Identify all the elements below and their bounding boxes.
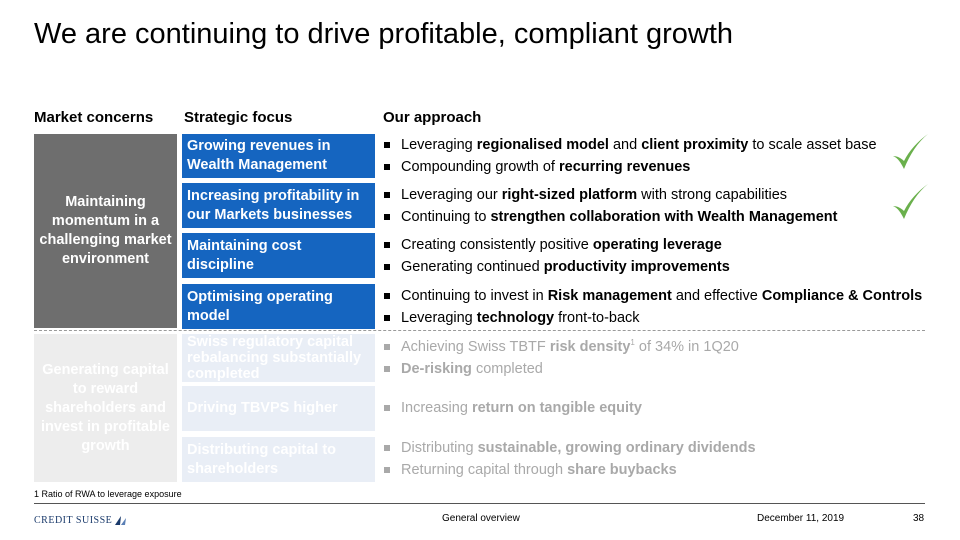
bullet-bold-text: regionalised model [476,137,609,153]
approach-bullet: Leveraging our right-sized platform with… [383,184,943,206]
page-title: We are continuing to drive profitable, c… [34,18,734,50]
bullet-bold-text: right-sized platform [501,187,638,203]
bullet-bold-text: risk density [549,339,631,355]
approach-list-6: Distributing sustainable, growing ordina… [383,437,943,481]
bullet-text: to scale asset base [748,137,877,153]
bullet-bold-text: operating leverage [592,237,722,253]
approach-bullet: Achieving Swiss TBTF risk density1 of 34… [383,336,943,358]
section-divider [34,330,925,331]
bullet-text: Continuing to [401,209,491,225]
bullet-square-icon [384,366,390,372]
bullet-text: Leveraging our [401,187,502,203]
bullet-square-icon [384,344,390,350]
bullet-square-icon [384,214,390,220]
sails-icon [115,516,127,525]
bullet-bold-text: client proximity [641,137,749,153]
checkmark-icon [893,184,928,219]
bullet-square-icon [384,405,390,411]
approach-bullet: Distributing sustainable, growing ordina… [383,437,943,459]
bullet-text: Returning capital through [401,462,568,478]
bullet-bold-text: Compliance & Controls [761,288,923,304]
bullet-text: Creating consistently positive [401,237,593,253]
bullet-text: and effective [671,288,762,304]
bullet-bold-text: sustainable, growing ordinary dividends [477,440,756,456]
bullet-square-icon [384,264,390,270]
bullet-square-icon [384,467,390,473]
bullet-square-icon [384,242,390,248]
approach-bullet: Creating consistently positive operating… [383,234,943,256]
focus-box-distributing-capital: Distributing capital to shareholders [182,437,375,482]
bullet-bold-text: De-risking [401,361,472,377]
bullet-text: and [608,137,642,153]
bullet-bold-text: strengthen collaboration with Wealth Man… [490,209,838,225]
page-number: 38 [913,513,925,524]
bullet-bold-text: return on tangible equity [471,400,642,416]
footnote: 1 Ratio of RWA to leverage exposure [34,489,182,499]
approach-list-0: Leveraging regionalised model and client… [383,134,943,178]
focus-box-swiss-capital: Swiss regulatory capital rebalancing sub… [182,334,375,382]
approach-list-3: Continuing to invest in Risk management … [383,285,943,329]
bullet-square-icon [384,142,390,148]
focus-box-operating-model: Optimising operating model [182,284,375,329]
approach-list-5: Increasing return on tangible equity [383,397,943,419]
credit-suisse-logo: CREDIT SUISSE [34,512,128,528]
approach-list-1: Leveraging our right-sized platform with… [383,184,943,228]
bullet-text: of 34% in 1Q20 [634,339,739,355]
bullet-text: Continuing to invest in [401,288,548,304]
bullet-square-icon [384,293,390,299]
bullet-square-icon [384,164,390,170]
focus-box-markets-profitability: Increasing profitability in our Markets … [182,183,375,228]
approach-bullet: Compounding growth of recurring revenues [383,156,943,178]
bullet-bold-text: productivity improvements [543,259,730,275]
focus-box-tbvps: Driving TBVPS higher [182,386,375,431]
bullet-text: Distributing [401,440,478,456]
footnote-marker: 1 [630,338,635,347]
bullet-text: Increasing [401,400,472,416]
logo-text: CREDIT SUISSE [34,514,113,526]
footer-date: December 11, 2019 [757,513,845,524]
bullet-text: Leveraging [401,310,477,326]
approach-bullet: De-risking completed [383,358,943,380]
header-our-approach: Our approach [383,109,482,126]
bullet-bold-text: share buybacks [567,462,677,478]
bullet-bold-text: Risk management [547,288,672,304]
concern-generating-capital: Generating capital to reward shareholder… [34,334,177,482]
bullet-square-icon [384,192,390,198]
header-strategic-focus: Strategic focus [184,109,293,126]
bullet-bold-text: technology [476,310,555,326]
bullet-text: with strong capabilities [637,187,788,203]
bullet-bold-text: recurring revenues [559,159,691,175]
approach-bullet: Continuing to strengthen collaboration w… [383,206,943,228]
footer-section-name: General overview [442,513,520,524]
focus-box-wealth-revenues: Growing revenues in Wealth Management [182,134,375,178]
bullet-square-icon [384,445,390,451]
bullet-text: Leveraging [401,137,477,153]
approach-bullet: Generating continued productivity improv… [383,256,943,278]
footer-divider [34,503,925,504]
approach-list-4: Achieving Swiss TBTF risk density1 of 34… [383,336,943,380]
header-market-concerns: Market concerns [34,109,154,126]
approach-bullet: Continuing to invest in Risk management … [383,285,943,307]
bullet-text: Achieving Swiss TBTF [401,339,550,355]
approach-list-2: Creating consistently positive operating… [383,234,943,278]
approach-bullet: Leveraging technology front-to-back [383,307,943,329]
bullet-text: front-to-back [554,310,640,326]
bullet-text: completed [471,361,543,377]
checkmark-icon [893,134,928,169]
focus-box-cost-discipline: Maintaining cost discipline [182,233,375,278]
bullet-text: Compounding growth of [401,159,559,175]
bullet-square-icon [384,315,390,321]
approach-bullet: Increasing return on tangible equity [383,397,943,419]
concern-maintaining-momentum: Maintaining momentum in a challenging ma… [34,134,177,328]
approach-bullet: Returning capital through share buybacks [383,459,943,481]
approach-bullet: Leveraging regionalised model and client… [383,134,943,156]
bullet-text: Generating continued [401,259,544,275]
